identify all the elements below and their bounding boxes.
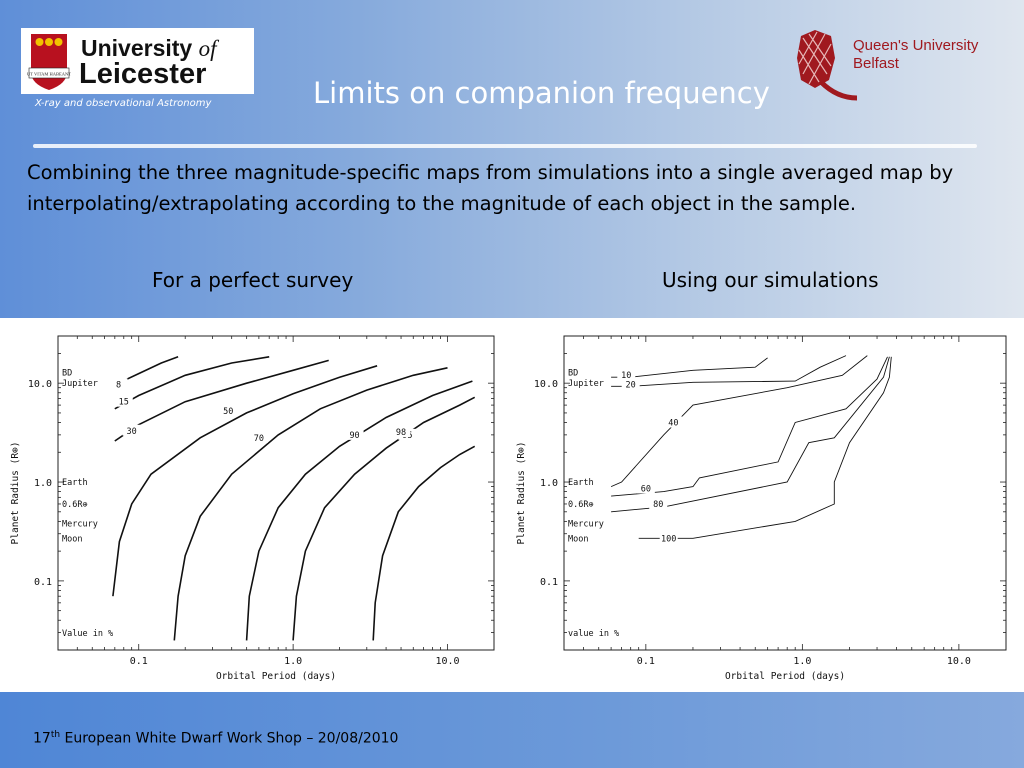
svg-text:University of: University of <box>81 35 220 61</box>
left-contour-label-90: 90 <box>349 431 359 441</box>
right-ref-label: Earth <box>568 478 594 488</box>
left-contour-98 <box>372 445 476 641</box>
logo-leicester-word: Leicester <box>79 58 206 90</box>
title-divider <box>33 144 977 148</box>
qub-logo: Queen's University Belfast <box>795 28 995 104</box>
right-value-note: value in % <box>568 629 619 639</box>
left-ref-label: BD <box>62 369 72 379</box>
right-ref-label: BD <box>568 369 578 379</box>
left-x-tick-label: 0.1 <box>130 656 148 667</box>
right-contour-label-10: 10 <box>621 371 631 381</box>
left-ref-label: Mercury <box>62 520 98 530</box>
right-x-tick-label: 1.0 <box>793 656 811 667</box>
left-contour-label-bg <box>392 426 411 438</box>
right-x-tick-label: 10.0 <box>947 656 971 667</box>
left-contour-label-bg <box>109 378 128 390</box>
footer-text: 17th European White Dwarf Work Shop – 20… <box>33 730 398 747</box>
left-y-axis-label: Planet Radius (R⊕) <box>10 442 21 545</box>
shield-motto: UT VITAM HABEANT <box>27 72 71 77</box>
right-y-tick-label: 10.0 <box>534 379 558 390</box>
left-contour-95 <box>292 396 476 641</box>
left-contour-30 <box>114 359 329 442</box>
right-y-axis-label: Planet Radius (R⊕) <box>516 442 527 545</box>
right-contour-label-20: 20 <box>626 380 636 390</box>
left-y-tick-label: 0.1 <box>34 577 52 588</box>
qub-city: Belfast <box>853 55 900 72</box>
right-contour-label-100: 100 <box>661 534 676 544</box>
right-contour-label-40: 40 <box>668 419 678 429</box>
footer-ordinal: 17 <box>33 730 51 747</box>
left-contour-label-50: 50 <box>223 407 233 417</box>
left-contour-70 <box>173 367 448 641</box>
left-contour-label-bg <box>219 405 238 417</box>
right-contour-label-60: 60 <box>641 485 651 495</box>
right-ref-label: Mercury <box>568 520 604 530</box>
right-y-tick-label: 0.1 <box>540 577 558 588</box>
leicester-caption: X-ray and observational Astronomy <box>35 98 212 109</box>
left-column-label: For a perfect survey <box>152 268 354 292</box>
right-contour-label-bg <box>621 378 640 390</box>
right-x-axis-label: Orbital Period (days) <box>725 671 845 682</box>
left-contour-label-bg <box>249 431 268 443</box>
right-ref-label: 0.6R⊕ <box>568 500 594 510</box>
left-value-note: Value in % <box>62 629 113 639</box>
left-ref-label: Earth <box>62 478 88 488</box>
right-contour-20 <box>611 355 847 387</box>
left-y-tick-label: 1.0 <box>34 478 52 489</box>
footer-event: European White Dwarf Work Shop – 20/08/2… <box>60 730 399 747</box>
left-x-axis-label: Orbital Period (days) <box>216 671 336 682</box>
right-contour-label-bg <box>617 368 636 380</box>
right-contour-100 <box>638 356 892 539</box>
right-contour-label-80: 80 <box>653 500 663 510</box>
leicester-logo: UT VITAM HABEANT University of Leicester <box>21 28 254 94</box>
left-x-tick-label: 10.0 <box>435 656 459 667</box>
left-x-tick-label: 1.0 <box>284 656 302 667</box>
left-contour-label-bg <box>345 428 364 440</box>
logo-of-word: of <box>199 36 221 61</box>
logo-university-word: University <box>81 35 192 61</box>
left-contour-90 <box>245 380 473 641</box>
left-ref-label: Moon <box>62 534 82 544</box>
right-contour-60 <box>611 356 888 497</box>
right-column-label: Using our simulations <box>662 268 879 292</box>
slide-title: Limits on companion frequency <box>313 76 770 110</box>
right-contour-label-bg <box>664 416 683 428</box>
right-plot-frame <box>563 335 1007 651</box>
right-contour-label-bg <box>636 482 655 494</box>
right-x-tick-label: 0.1 <box>637 656 655 667</box>
right-contour-40 <box>610 355 868 488</box>
left-contour-label-8: 8 <box>116 380 121 390</box>
left-contour-label-30: 30 <box>127 427 137 437</box>
footer-band <box>0 690 1024 768</box>
left-y-tick-label: 10.0 <box>28 379 52 390</box>
left-ref-label: 0.6R⊕ <box>62 500 88 510</box>
left-contour-50 <box>112 365 378 597</box>
right-contour-label-bg <box>649 497 668 509</box>
plot-simulations: 0.1 1.0 10.0 0.1 1.0 10.0 Orbital Period (days… <box>500 318 1024 692</box>
right-y-tick-label: 1.0 <box>540 478 558 489</box>
left-ref-label: Jupiter <box>62 379 98 389</box>
left-contour-label-98: 98 <box>396 428 406 438</box>
left-contour-label-bg <box>122 424 141 436</box>
left-contour-label-70: 70 <box>254 434 264 444</box>
right-ref-label: Moon <box>568 534 588 544</box>
body-paragraph: Combining the three magnitude-specific m… <box>27 161 954 215</box>
footer-ordinal-suffix: th <box>50 730 61 740</box>
right-ref-label: Jupiter <box>568 379 604 389</box>
right-contour-label-bg <box>659 532 678 544</box>
left-contour-label-15: 15 <box>119 398 129 408</box>
left-contour-label-bg <box>114 395 133 407</box>
left-plot-frame <box>57 335 495 651</box>
qub-name: Queen's University <box>853 37 979 54</box>
plot-perfect-survey: 0.1 1.0 10.0 0.1 1.0 10.0 Orbital Period (days… <box>0 318 500 692</box>
